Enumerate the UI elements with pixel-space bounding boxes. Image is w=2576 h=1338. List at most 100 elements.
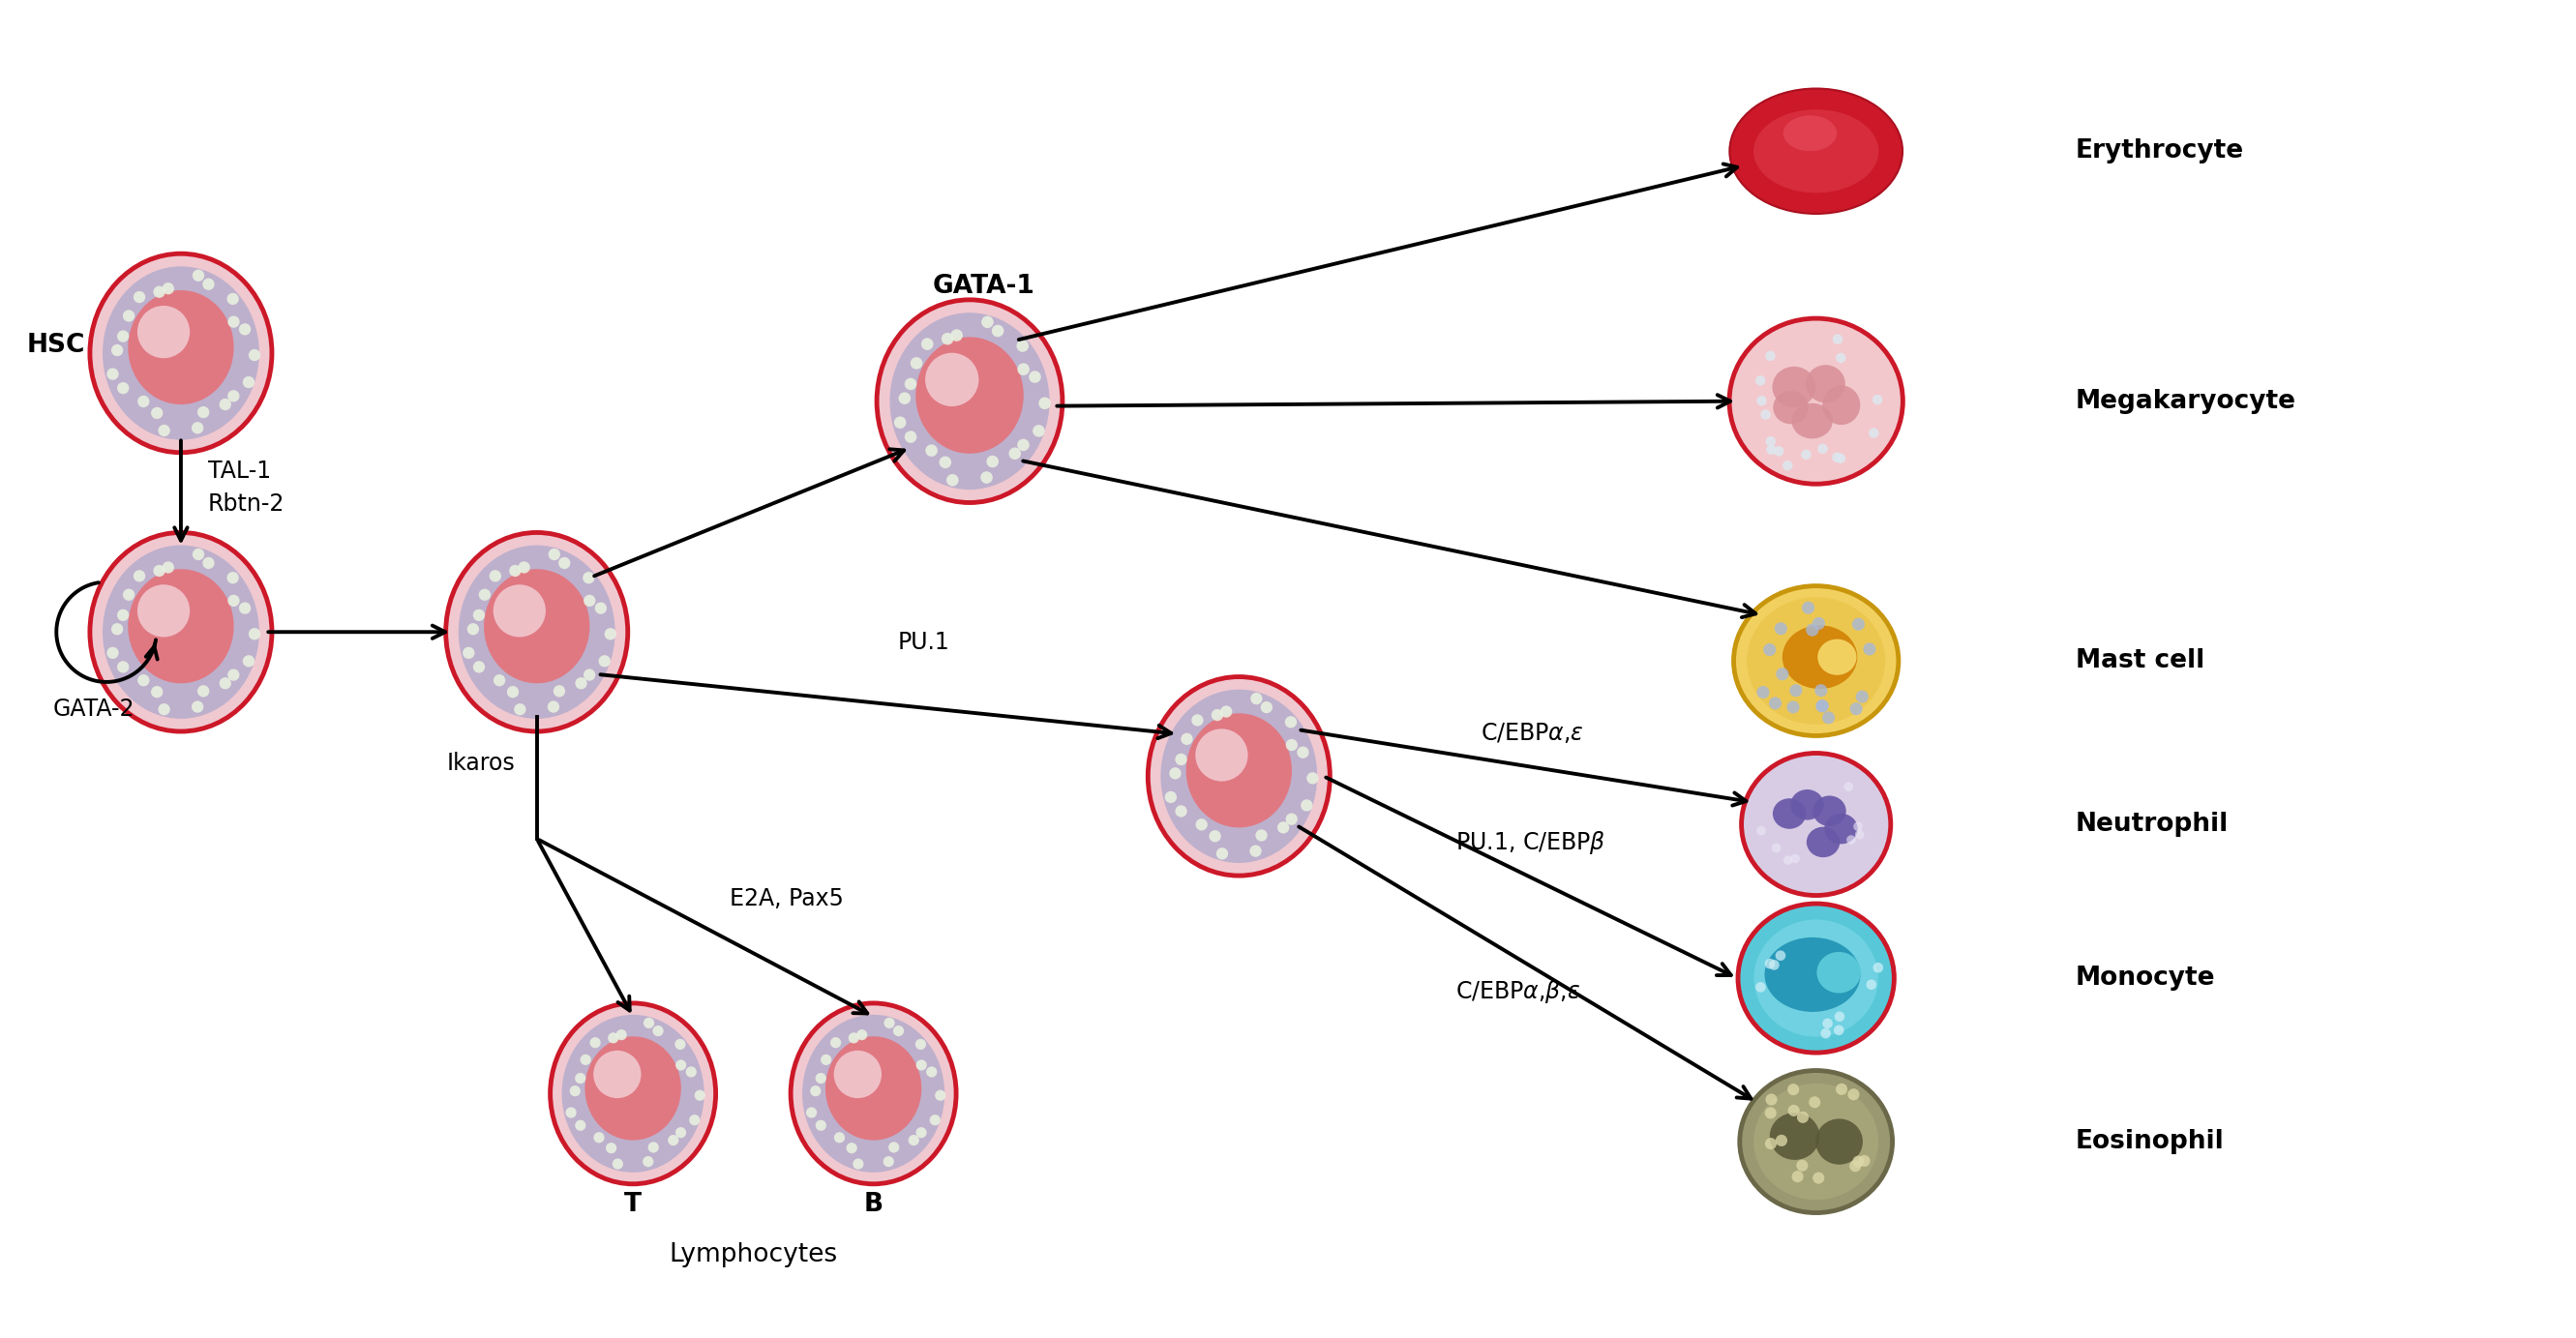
Circle shape bbox=[592, 1132, 605, 1143]
Ellipse shape bbox=[585, 1037, 680, 1140]
Ellipse shape bbox=[484, 569, 590, 684]
Circle shape bbox=[613, 1159, 623, 1169]
Circle shape bbox=[152, 407, 162, 419]
Circle shape bbox=[569, 1085, 580, 1096]
Circle shape bbox=[1850, 1160, 1860, 1172]
Circle shape bbox=[899, 392, 912, 404]
Circle shape bbox=[1855, 830, 1865, 839]
Circle shape bbox=[1757, 826, 1765, 835]
Circle shape bbox=[247, 628, 260, 640]
Ellipse shape bbox=[1814, 796, 1847, 827]
Circle shape bbox=[1216, 848, 1229, 859]
Circle shape bbox=[204, 278, 214, 290]
Circle shape bbox=[1759, 409, 1770, 420]
Ellipse shape bbox=[1806, 365, 1844, 403]
Ellipse shape bbox=[1728, 88, 1904, 214]
Circle shape bbox=[1306, 772, 1319, 784]
Circle shape bbox=[904, 377, 917, 391]
Circle shape bbox=[1816, 700, 1829, 713]
Circle shape bbox=[1249, 693, 1262, 705]
Ellipse shape bbox=[1790, 789, 1824, 820]
Circle shape bbox=[940, 456, 951, 468]
Circle shape bbox=[1762, 644, 1775, 656]
Circle shape bbox=[495, 674, 505, 686]
Circle shape bbox=[242, 376, 255, 388]
Circle shape bbox=[945, 474, 958, 486]
Circle shape bbox=[1832, 334, 1842, 344]
Ellipse shape bbox=[1765, 938, 1860, 1012]
Circle shape bbox=[1814, 617, 1824, 630]
Circle shape bbox=[191, 701, 204, 713]
Text: Neutrophil: Neutrophil bbox=[2076, 812, 2228, 836]
Circle shape bbox=[1018, 340, 1028, 352]
Circle shape bbox=[667, 1135, 677, 1145]
Circle shape bbox=[474, 609, 484, 621]
Ellipse shape bbox=[876, 300, 1061, 503]
Circle shape bbox=[675, 1060, 685, 1070]
Ellipse shape bbox=[1734, 586, 1899, 736]
Circle shape bbox=[1221, 705, 1231, 717]
Circle shape bbox=[914, 1038, 925, 1050]
Circle shape bbox=[489, 570, 502, 582]
Ellipse shape bbox=[889, 313, 1048, 490]
Circle shape bbox=[608, 1033, 618, 1044]
Circle shape bbox=[1868, 428, 1878, 438]
Ellipse shape bbox=[1819, 640, 1857, 676]
Circle shape bbox=[1765, 436, 1775, 447]
Circle shape bbox=[574, 1073, 585, 1084]
Circle shape bbox=[1819, 444, 1829, 454]
Text: Mast cell: Mast cell bbox=[2076, 648, 2205, 673]
Text: PU.1, C/EBP$\beta$: PU.1, C/EBP$\beta$ bbox=[1455, 830, 1605, 856]
Circle shape bbox=[227, 293, 240, 305]
Ellipse shape bbox=[1728, 318, 1904, 484]
Ellipse shape bbox=[1770, 1113, 1819, 1160]
Circle shape bbox=[1765, 1137, 1777, 1149]
Ellipse shape bbox=[492, 585, 546, 637]
Circle shape bbox=[1775, 668, 1788, 681]
Circle shape bbox=[848, 1033, 860, 1044]
Circle shape bbox=[1814, 1172, 1824, 1184]
Circle shape bbox=[1260, 701, 1273, 713]
Circle shape bbox=[1278, 822, 1288, 834]
Circle shape bbox=[806, 1107, 817, 1119]
Circle shape bbox=[242, 656, 255, 668]
Circle shape bbox=[1018, 363, 1030, 376]
Circle shape bbox=[1855, 690, 1868, 702]
Circle shape bbox=[992, 325, 1005, 337]
Ellipse shape bbox=[1149, 677, 1329, 875]
Circle shape bbox=[162, 282, 175, 294]
Circle shape bbox=[987, 455, 999, 467]
Circle shape bbox=[1772, 843, 1780, 852]
Text: E2A, Pax5: E2A, Pax5 bbox=[729, 887, 842, 910]
Circle shape bbox=[227, 669, 240, 681]
Circle shape bbox=[853, 1159, 863, 1169]
Circle shape bbox=[1296, 747, 1309, 759]
Circle shape bbox=[598, 656, 611, 668]
Circle shape bbox=[855, 1029, 868, 1040]
Circle shape bbox=[1775, 446, 1785, 456]
Circle shape bbox=[1788, 1105, 1801, 1116]
Circle shape bbox=[507, 686, 518, 698]
Circle shape bbox=[219, 677, 232, 689]
Ellipse shape bbox=[1185, 713, 1291, 828]
Circle shape bbox=[1038, 397, 1051, 409]
Ellipse shape bbox=[137, 585, 191, 637]
Circle shape bbox=[198, 685, 209, 697]
Circle shape bbox=[1285, 814, 1298, 826]
Circle shape bbox=[889, 1141, 899, 1153]
Ellipse shape bbox=[1824, 814, 1857, 844]
Circle shape bbox=[951, 329, 963, 341]
Circle shape bbox=[240, 602, 250, 614]
Circle shape bbox=[1010, 447, 1020, 460]
Circle shape bbox=[464, 646, 474, 658]
Circle shape bbox=[1775, 622, 1788, 636]
Circle shape bbox=[595, 602, 608, 614]
Circle shape bbox=[116, 661, 129, 673]
Text: GATA-2: GATA-2 bbox=[54, 697, 134, 721]
Circle shape bbox=[1193, 714, 1203, 727]
Circle shape bbox=[1834, 1025, 1844, 1036]
Ellipse shape bbox=[137, 305, 191, 359]
Circle shape bbox=[1775, 950, 1785, 961]
Circle shape bbox=[157, 704, 170, 716]
Circle shape bbox=[917, 1060, 927, 1070]
